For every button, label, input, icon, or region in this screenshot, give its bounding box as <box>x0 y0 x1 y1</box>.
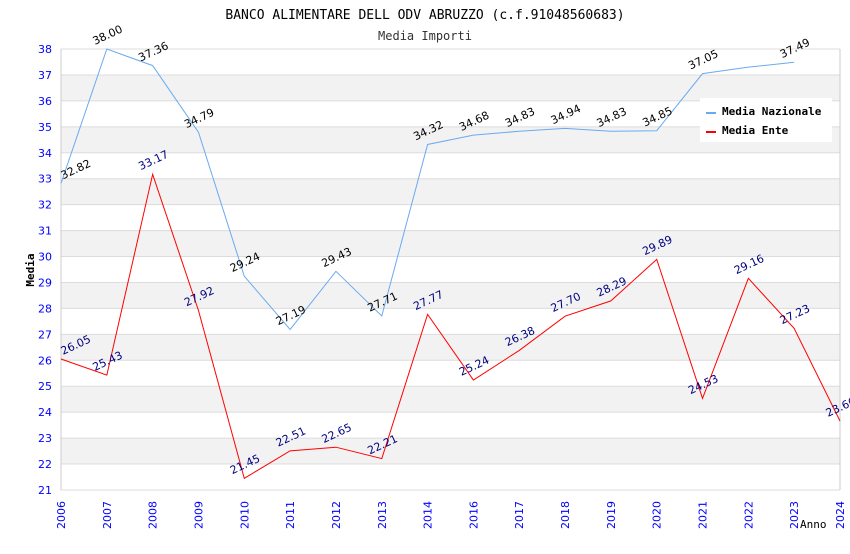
series-line-0 <box>60 48 795 331</box>
y-tick-label: 34 <box>38 147 52 160</box>
x-tick-label: 2018 <box>559 501 572 529</box>
y-tick-label: 25 <box>38 380 52 393</box>
y-tick-label: 23 <box>38 432 52 445</box>
legend-swatch-ente <box>706 131 716 133</box>
data-label: 34.83 <box>595 105 629 130</box>
data-label: 37.49 <box>778 36 812 61</box>
x-tick-label: 2020 <box>651 501 664 529</box>
data-label: 34.83 <box>503 105 537 130</box>
x-tick-label: 2017 <box>513 501 526 529</box>
x-tick-label: 2023 <box>788 501 801 529</box>
grid-band <box>61 282 840 309</box>
x-tick-label: 2016 <box>467 501 480 529</box>
y-tick-label: 33 <box>38 173 52 186</box>
chart-subtitle: Media Importi <box>378 29 472 43</box>
legend-label-ente: Media Ente <box>722 124 789 137</box>
y-tick-label: 28 <box>38 302 52 315</box>
data-label: 38.00 <box>91 23 125 48</box>
y-tick-label: 26 <box>38 354 52 367</box>
y-tick-label: 36 <box>38 95 52 108</box>
x-tick-label: 2007 <box>101 501 114 529</box>
y-tick-label: 27 <box>38 328 52 341</box>
x-axis-label: Anno <box>800 518 827 531</box>
x-tick-label: 2010 <box>238 501 251 529</box>
grid-band <box>61 230 840 257</box>
y-tick-label: 32 <box>38 199 52 212</box>
grid-band <box>61 74 840 101</box>
y-tick-label: 31 <box>38 225 52 238</box>
x-tick-label: 2008 <box>147 501 160 529</box>
y-tick-label: 22 <box>38 458 52 471</box>
data-label: 37.05 <box>686 47 720 72</box>
y-tick-label: 29 <box>38 276 52 289</box>
grid-band <box>61 386 840 413</box>
x-tick-label: 2024 <box>834 501 847 529</box>
y-tick-label: 21 <box>38 484 52 497</box>
x-tick-label: 2019 <box>605 501 618 529</box>
y-tick-label: 30 <box>38 251 52 264</box>
x-tick-label: 2009 <box>192 501 205 529</box>
data-label: 37.36 <box>136 39 170 64</box>
y-tick-label: 37 <box>38 69 52 82</box>
y-tick-label: 35 <box>38 121 52 134</box>
x-tick-label: 2006 <box>55 501 68 529</box>
x-tick-label: 2021 <box>697 501 710 529</box>
data-label: 34.94 <box>549 102 583 127</box>
y-tick-label: 24 <box>38 406 52 419</box>
grid-band <box>61 178 840 205</box>
grid-band <box>61 438 840 465</box>
legend: Media Nazionale Media Ente <box>700 98 832 142</box>
data-label: 34.85 <box>640 104 674 129</box>
x-tick-label: 2014 <box>422 501 435 529</box>
y-tick-label: 38 <box>38 43 52 56</box>
x-tick-label: 2013 <box>376 501 389 529</box>
chart-title: BANCO ALIMENTARE DELL ODV ABRUZZO (c.f.9… <box>225 8 624 23</box>
y-axis-label: Media <box>24 253 37 286</box>
legend-swatch-nazionale <box>706 112 716 114</box>
x-tick-label: 2012 <box>330 501 343 529</box>
series-line-1 <box>60 172 841 480</box>
x-tick-label: 2022 <box>742 501 755 529</box>
x-tick-label: 2011 <box>284 501 297 529</box>
legend-label-nazionale: Media Nazionale <box>722 105 822 118</box>
